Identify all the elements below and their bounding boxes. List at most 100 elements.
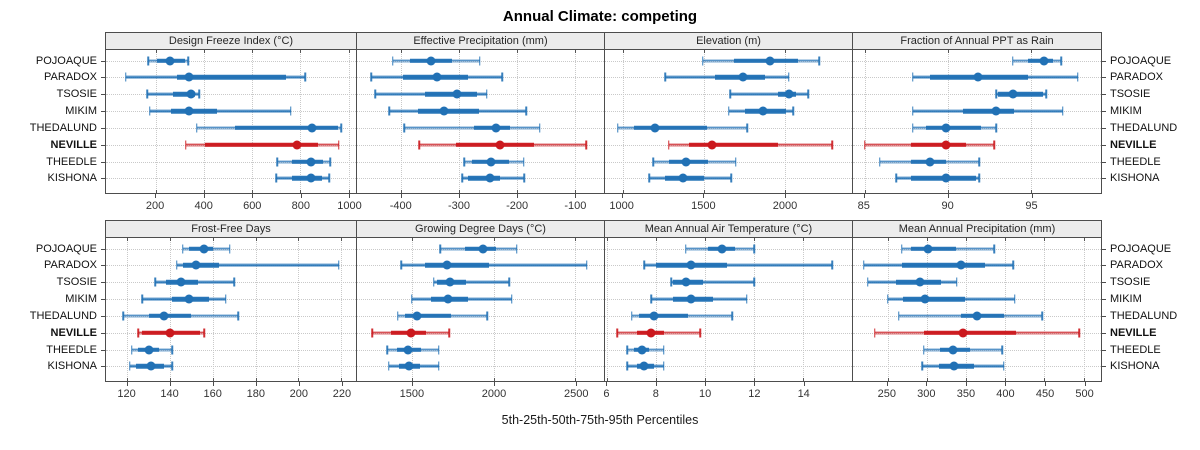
inner-tick-bottom <box>348 190 350 193</box>
axis-tick-label: 160 <box>203 388 222 400</box>
whisker-line <box>433 281 510 283</box>
inner-tick-bottom <box>127 378 129 381</box>
whisker-cap-95th <box>229 244 231 253</box>
whisker-cap-95th <box>955 277 958 287</box>
iqr-bar-25-75 <box>688 142 779 147</box>
whisker-cap-5th <box>616 123 619 133</box>
axis-tick-label: 200 <box>289 388 309 400</box>
axis-tick <box>411 382 413 386</box>
y-axis-tick <box>101 178 105 180</box>
axis-tick-label: 500 <box>1075 388 1094 400</box>
axis-tick-label: 95 <box>1025 200 1038 212</box>
site-label-theedle: THEEDLE <box>1110 155 1161 168</box>
whisker-cap-5th <box>727 106 730 116</box>
whisker-cap-95th <box>586 260 588 270</box>
whisker-cap-5th <box>626 345 628 355</box>
v-gridline <box>1031 50 1033 193</box>
y-axis-tick <box>1102 144 1106 146</box>
axis-tick-label: 90 <box>941 200 954 212</box>
v-gridline <box>459 50 461 193</box>
whisker-cap-5th <box>154 277 156 287</box>
site-label-neville: NEVILLE <box>1110 326 1157 339</box>
whisker-cap-95th <box>523 173 526 183</box>
median-dot-theedle <box>637 345 647 355</box>
whisker-cap-5th <box>667 140 670 150</box>
whisker-cap-95th <box>1076 72 1079 82</box>
iqr-bar-25-75 <box>467 176 501 181</box>
iqr-bar-25-75 <box>923 330 1017 335</box>
median-dot-mikim <box>991 106 1001 116</box>
inner-tick-bottom <box>622 190 624 193</box>
whisker-cap-95th <box>516 244 518 253</box>
whisker-cap-5th <box>895 173 898 183</box>
axis-tick <box>655 382 657 386</box>
site-label-paradox: PARADOX <box>1110 71 1163 84</box>
axis-tick <box>705 382 707 386</box>
axis-tick <box>785 194 787 198</box>
inner-tick-bottom <box>212 378 214 381</box>
whisker-cap-5th <box>386 345 388 355</box>
whisker-cap-5th <box>185 140 187 150</box>
axis-tick <box>886 382 888 386</box>
whisker-cap-95th <box>224 294 227 304</box>
axis-tick <box>349 194 351 198</box>
v-gridline <box>947 50 949 193</box>
whisker-cap-5th <box>863 140 866 150</box>
v-gridline <box>203 50 205 193</box>
whisker-cap-5th <box>147 56 150 65</box>
median-dot-neville <box>646 328 656 338</box>
iqr-bar-25-75 <box>903 296 966 302</box>
axis-tick <box>965 382 967 386</box>
axis-tick <box>1084 382 1086 386</box>
site-label-pojoaque: POJOAQUE <box>1110 54 1172 67</box>
y-axis-tick <box>1102 265 1106 267</box>
inner-tick-bottom <box>575 378 577 381</box>
median-dot-mikim <box>920 294 930 304</box>
whisker-cap-5th <box>137 328 139 338</box>
whisker-cap-5th <box>370 72 373 82</box>
site-label-mikim: MIKIM <box>1110 105 1142 118</box>
inner-tick-top <box>803 238 805 241</box>
whisker-cap-95th <box>995 123 997 133</box>
h-gridline <box>106 349 356 351</box>
whisker-cap-5th <box>124 72 127 82</box>
median-dot-neville <box>958 328 968 338</box>
inner-tick-top <box>926 238 928 241</box>
inner-tick-bottom <box>1005 378 1007 381</box>
inner-tick-bottom <box>170 378 172 381</box>
inner-tick-bottom <box>705 378 707 381</box>
y-axis-tick <box>101 282 105 284</box>
site-label-theedle: THEEDLE <box>46 155 97 168</box>
y-axis-tick <box>1102 111 1106 113</box>
v-gridline <box>155 50 157 193</box>
panel-x-axis: 6 8 10 12 14 <box>603 382 853 408</box>
panel-x-axis: 120 140 160 180 200 220 <box>105 382 357 408</box>
whisker-cap-5th <box>912 106 914 116</box>
panel-header: Growing Degree Days (°C) <box>357 221 604 238</box>
whisker-cap-95th <box>699 328 702 338</box>
iqr-bar-25-75 <box>417 108 479 114</box>
panel-col-frost-free-days: Frost-Free Days 120 140 160 180 200 220 <box>105 220 357 408</box>
y-axis-tick <box>1102 332 1106 334</box>
inner-tick-bottom <box>1083 378 1085 381</box>
axis-tick <box>576 382 578 386</box>
axis-tick <box>155 194 157 198</box>
panel-plot <box>357 238 604 381</box>
median-dot-paradox <box>956 260 966 270</box>
row-labels-right: POJOAQUE PARADOX TSOSIE MIKIM THEDALUND NEVIL… <box>1102 220 1197 408</box>
h-gridline <box>605 332 852 334</box>
iqr-bar-25-75 <box>205 142 319 147</box>
panel-plot <box>853 238 1101 381</box>
iqr-bar-25-75 <box>926 125 982 131</box>
whisker-cap-95th <box>1060 56 1062 65</box>
inner-tick-top <box>298 238 300 241</box>
whisker-cap-5th <box>130 345 133 355</box>
axis-tick-label: 220 <box>332 388 352 400</box>
panel-col-elevation-m: Elevation (m) 1000 1500 2000 <box>604 32 853 220</box>
whisker-cap-5th <box>195 123 198 133</box>
axis-tick-label: 200 <box>145 200 165 212</box>
v-gridline <box>607 238 609 381</box>
inner-tick-bottom <box>803 378 805 381</box>
panel-frost-free-days: Frost-Free Days <box>105 220 357 382</box>
iqr-bar-25-75 <box>424 91 478 97</box>
